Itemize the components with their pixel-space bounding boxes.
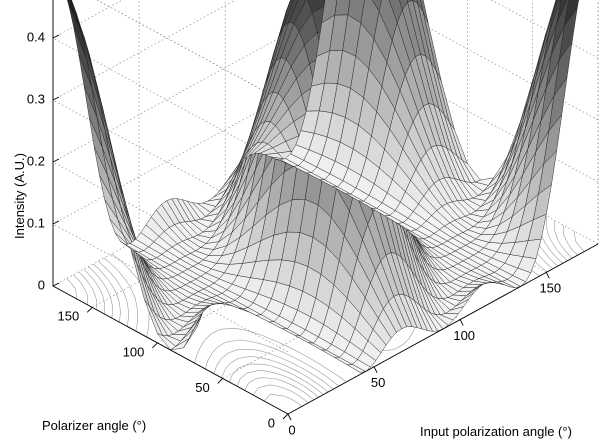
left-wall-grid-line <box>52 223 289 353</box>
z-tick-label: 0.3 <box>27 91 45 106</box>
side-wall-grid-line <box>362 115 599 245</box>
z-tick <box>52 282 60 287</box>
z-tick <box>52 96 60 101</box>
surface-patch <box>553 0 558 11</box>
back-wall-grid-line <box>52 0 350 163</box>
x-tick <box>459 319 464 326</box>
back-wall-grid-line <box>52 0 237 101</box>
y-tick <box>152 342 158 349</box>
y-tick <box>282 413 289 420</box>
x-tick-label: 50 <box>371 375 385 390</box>
surface-patch <box>420 0 429 24</box>
y-axis-label: Polarizer angle (°) <box>42 418 146 433</box>
y-tick <box>86 306 93 313</box>
x-tick <box>545 272 550 279</box>
surface-patch <box>378 0 398 41</box>
surface-patch <box>321 0 338 24</box>
surface-mesh <box>67 0 579 373</box>
x-tick-label: 100 <box>453 328 475 343</box>
z-tick-label: 0 <box>38 277 45 292</box>
x-tick-label: 150 <box>539 281 561 296</box>
surface-patch <box>360 0 380 40</box>
y-tick-label: 50 <box>195 380 209 395</box>
z-tick-label: 0.2 <box>27 153 45 168</box>
x-axis-label: Input polarization angle (°) <box>420 424 572 439</box>
surface-patch <box>416 0 424 13</box>
x-tick <box>287 413 292 421</box>
x-tick-label: 0 <box>288 422 295 437</box>
y-tick <box>217 378 224 384</box>
z-tick <box>52 158 60 163</box>
surface-patch <box>412 0 419 4</box>
surface-patch <box>556 0 568 25</box>
left-wall-grid-line <box>96 0 289 105</box>
surface-patch <box>388 0 403 23</box>
y-tick-label: 150 <box>57 309 79 324</box>
surface-patch <box>68 3 87 60</box>
z-tick <box>52 220 60 225</box>
axes <box>52 0 599 421</box>
surface-patch <box>371 0 382 12</box>
z-tick-label: 0.4 <box>27 29 45 44</box>
surface-patch <box>399 0 408 10</box>
x-tick <box>373 366 378 374</box>
y-tick-label: 0 <box>268 415 275 430</box>
back-wall-grid-line <box>52 53 364 225</box>
z-axis-label: Intensity (A.U.) <box>12 153 27 239</box>
surface-patch <box>406 0 414 3</box>
z-tick <box>52 34 60 39</box>
surface-patch <box>347 0 365 23</box>
y-tick-label: 100 <box>123 344 145 359</box>
side-wall-grid-line <box>362 53 599 183</box>
surface-patch <box>564 0 579 27</box>
z-tick-label: 0.1 <box>27 215 45 230</box>
surface-patch <box>334 0 351 16</box>
